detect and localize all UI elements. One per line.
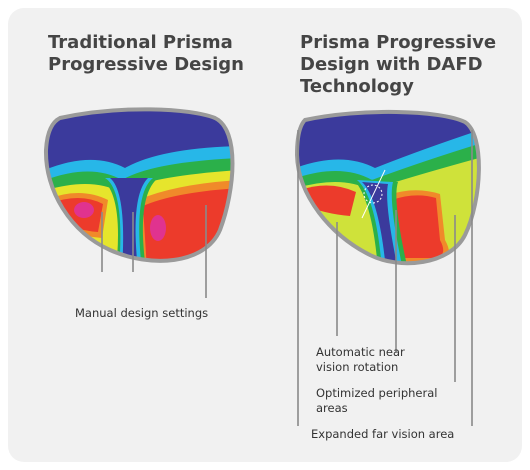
rotation-axis: [361, 169, 386, 219]
annotation: vision rotation: [316, 360, 398, 374]
annotation: Optimized peripheral: [316, 386, 437, 400]
left-title: Traditional Prisma: [48, 32, 233, 53]
annotation: Automatic near: [316, 345, 405, 359]
leader-lines: [101, 130, 473, 426]
right-title: Design with DAFD: [300, 54, 483, 75]
lens-outline: [43, 107, 235, 263]
annotation: Expanded far vision area: [311, 427, 454, 441]
annotation: Manual design settings: [75, 306, 208, 320]
left-title: Progressive Design: [48, 54, 244, 75]
lens-outline: [294, 109, 481, 266]
annotation: areas: [316, 401, 348, 415]
right-title: Prisma Progressive: [300, 32, 496, 53]
rotation-marker: [363, 184, 383, 204]
right-title: Technology: [300, 76, 414, 97]
